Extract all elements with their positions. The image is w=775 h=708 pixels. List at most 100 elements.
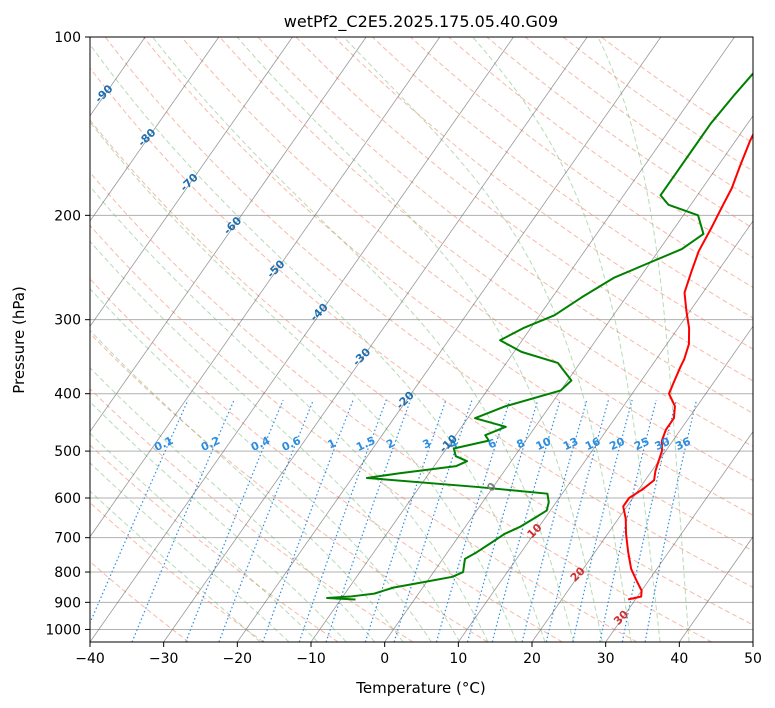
mixing-ratio-label: 13 [561,435,580,453]
mixing-ratio-line [491,399,561,642]
dry-adiabat [90,444,339,642]
mixing-ratio-line [90,399,189,625]
dry-adiabat [90,332,488,642]
isotherm-line [90,37,514,642]
isotherm-line [531,325,753,642]
isotherm-line [605,430,753,642]
mixing-ratio-line [325,399,412,642]
moist-adiabat [90,121,517,642]
dry-adiabat [90,224,638,642]
temperature-profile-line [622,132,753,601]
moist-adiabat [90,329,404,642]
mixing-ratio-label: 10 [534,435,554,453]
moist-adiabat [90,432,319,642]
y-tick-label: 300 [54,313,81,329]
dry-adiabat [448,37,753,259]
mixing-ratio-line [262,399,354,642]
x-tick-label: 50 [744,651,762,667]
mixing-ratio-label: 30 [653,435,673,453]
y-tick-label: 400 [54,387,81,403]
mixing-ratio-line [298,399,387,642]
x-tick-label: −20 [223,651,253,667]
dry-adiabat [104,37,753,552]
dry-adiabat [90,119,753,626]
y-axis-title: Pressure (hPa) [10,286,28,394]
dry-adiabat [524,37,753,200]
moist-adiabat [343,37,632,642]
isotherm-line [90,37,220,222]
mixing-ratio-label: 20 [607,435,627,453]
plot-frame [89,36,754,643]
x-tick-label: −10 [296,651,326,667]
isotherms [90,37,753,642]
y-tick-label: 100 [54,30,81,46]
y-tick-label: 600 [54,491,81,507]
moist-adiabat [90,401,347,642]
moist-adiabat [90,287,432,642]
isotherm-line [90,37,293,327]
mixing-ratio-line [572,399,633,642]
isotherm-line [90,37,441,538]
x-tick-label: 40 [670,651,688,667]
isotherm-line [679,536,753,642]
x-axis-title: Temperature (°C) [355,679,485,697]
moist-adiabat [152,37,575,642]
dry-adiabat [562,37,753,172]
dry-adiabat [90,67,753,588]
dry-adiabat [90,388,414,642]
mixing-ratio-line [644,399,698,642]
isotherm-line [237,37,662,642]
moist-adiabat [90,240,461,642]
dry-adiabats [90,37,753,642]
x-axis-ticks: −40 −30 −20 −10 0 10 20 30 40 50 [75,642,762,667]
moist-adiabat [236,37,603,642]
sounding-series [326,72,753,601]
mixing-ratio-line [621,399,677,642]
dry-adiabat [90,501,264,642]
dry-adiabat [219,37,753,448]
dry-adiabat [90,278,563,642]
chart-title: wetPf2_C2E5.2025.175.05.40.G09 [284,12,558,32]
moist-adiabat [90,367,376,642]
moist-adiabat [597,37,690,642]
y-tick-label: 900 [54,595,81,611]
y-tick-label: 800 [54,565,81,581]
mixing-ratio-line [185,399,284,642]
mixing-ratio-line [545,399,610,642]
mixing-ratio-lines [90,399,698,642]
dry-adiabat [372,37,753,319]
x-tick-label: 0 [380,651,389,667]
pressure-gridlines [90,37,753,630]
mixing-ratio-line [521,399,588,642]
y-tick-label: 500 [54,444,81,460]
x-tick-label: −30 [149,651,179,667]
isotherm-line [163,37,588,642]
x-tick-label: 30 [597,651,615,667]
dry-adiabat [90,171,712,642]
moist-adiabat [472,37,661,642]
mixing-ratio-line [218,399,314,642]
isotherm-line [458,220,753,642]
y-tick-label: 1000 [45,622,81,638]
mixing-ratio-label: 25 [632,435,651,453]
mixing-ratio-line [364,399,447,642]
dry-adiabat [333,37,753,350]
isotherm-line [384,115,753,642]
x-tick-label: 20 [523,651,541,667]
moist-adiabat [90,462,290,642]
mixing-ratio-label: 16 [583,435,603,453]
isotherm-line [90,37,367,433]
moist-adiabat [90,185,489,642]
isotherm-line [310,37,735,642]
y-tick-label: 200 [54,208,81,224]
y-axis-ticks: 100 200 300 400 500 600 700 800 900 1000 [45,30,90,638]
dry-adiabat [295,37,753,382]
dry-adiabat [143,37,753,516]
mixing-ratio-line [599,399,657,642]
x-tick-label: 10 [449,651,467,667]
y-tick-label: 700 [54,531,81,547]
plot-area: 0.10.20.40.611.52346810131620253036-100-… [90,37,753,642]
dewpoint-profile-line [326,72,753,601]
